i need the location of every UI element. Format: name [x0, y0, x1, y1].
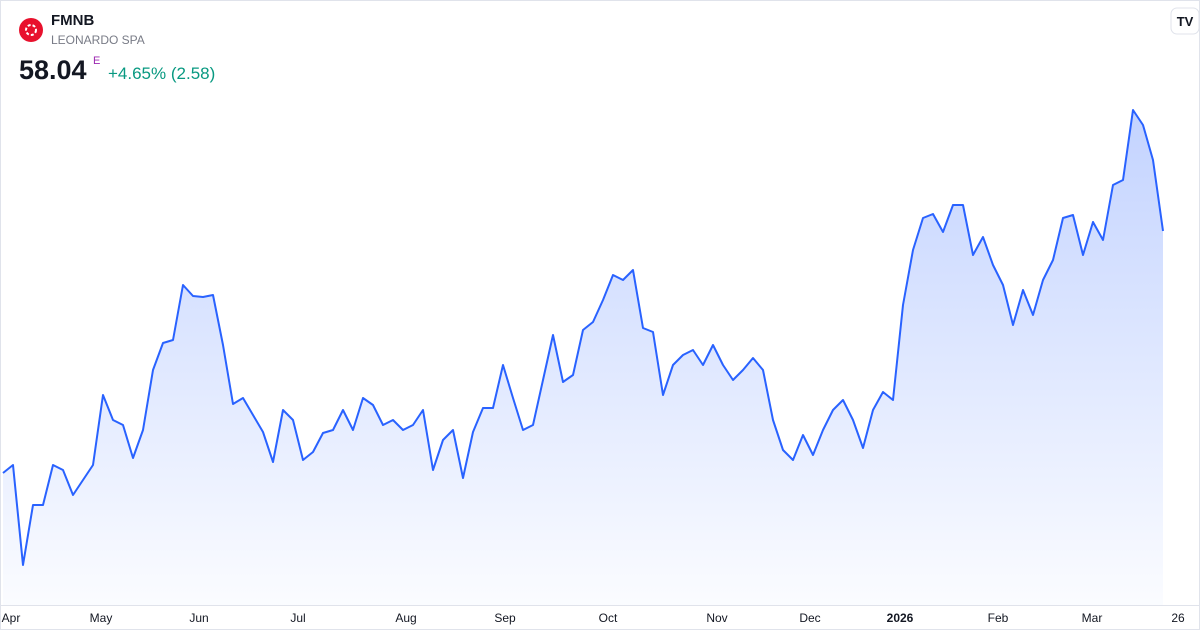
price-change: +4.65% (2.58) — [108, 64, 216, 83]
x-tick-label: Jun — [189, 611, 208, 625]
logo-mark — [25, 24, 37, 36]
x-tick-label: May — [90, 611, 113, 625]
x-tick-label: 26 — [1171, 611, 1185, 625]
tv-logo[interactable]: TV — [1177, 14, 1194, 29]
x-tick-label: Dec — [799, 611, 820, 625]
area-fill — [3, 110, 1163, 605]
x-tick-label: Sep — [494, 611, 516, 625]
price: 58.04 — [19, 55, 87, 85]
x-tick-label: Apr — [2, 611, 21, 625]
price-line — [2, 109, 1164, 566]
tv-logo-box[interactable] — [1170, 7, 1200, 35]
x-tick-label: Feb — [988, 611, 1009, 625]
x-tick-label: 2026 — [887, 611, 914, 625]
x-tick-label: Nov — [706, 611, 727, 625]
company-name: LEONARDO SPA — [51, 33, 145, 47]
company-logo — [19, 18, 43, 42]
ticker: FMNB — [51, 12, 95, 29]
x-tick-label: Jul — [290, 611, 305, 625]
price-flag: E — [93, 55, 101, 67]
x-tick-label: Mar — [1082, 611, 1103, 625]
x-tick-label: Oct — [599, 611, 618, 625]
x-tick-label: Aug — [395, 611, 416, 625]
